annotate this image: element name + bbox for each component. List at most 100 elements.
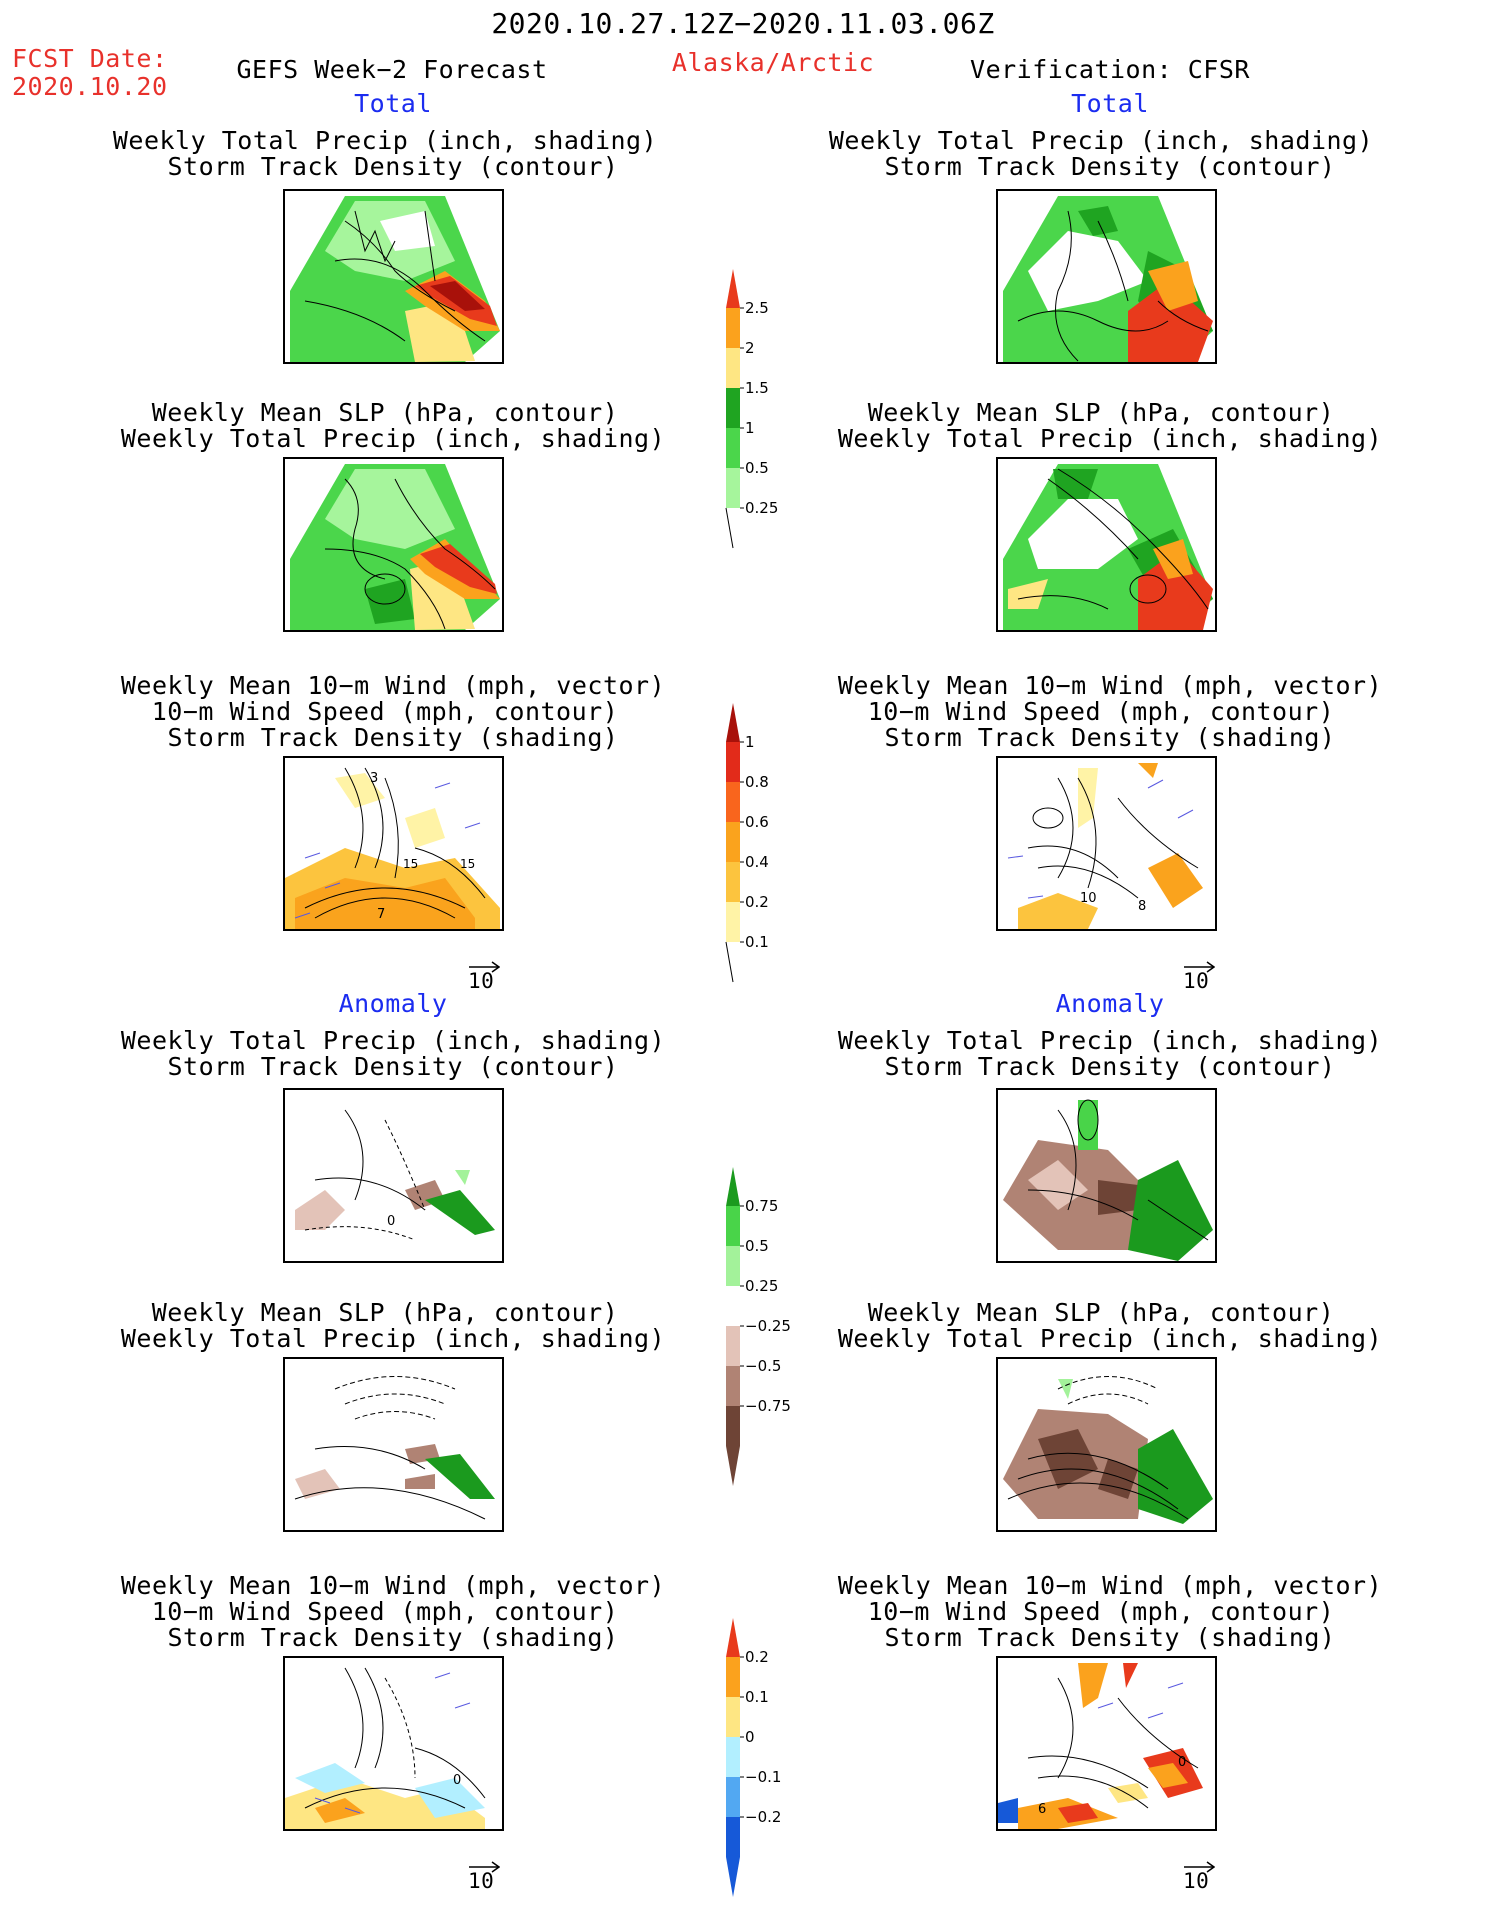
colorbar-label: 0.6 bbox=[745, 813, 769, 831]
map-verification-anomaly-slp-precip bbox=[996, 1357, 1217, 1532]
title-l5-line2: Weekly Total Precip (inch, shading) bbox=[120, 1324, 666, 1353]
map-graphic bbox=[294, 1376, 495, 1520]
contour-label: 0 bbox=[1178, 1755, 1186, 1770]
colorbar-segment bbox=[726, 1286, 740, 1326]
region-title: Alaska/Arctic bbox=[671, 48, 875, 77]
title-l1-line2: Storm Track Density (contour) bbox=[167, 152, 619, 181]
colorbar-label: 1 bbox=[745, 733, 755, 751]
contour-label: 0 bbox=[387, 1214, 395, 1229]
title-l6-line3: Storm Track Density (shading) bbox=[167, 1623, 619, 1652]
title-r6-line1: Weekly Mean 10−m Wind (mph, vector) bbox=[837, 1571, 1383, 1600]
title-l6-line1: Weekly Mean 10−m Wind (mph, vector) bbox=[120, 1571, 666, 1600]
colorbar-segment bbox=[726, 1406, 740, 1446]
map-forecast-total-slp-precip bbox=[283, 457, 504, 632]
arrow-right-icon bbox=[1184, 961, 1216, 973]
colorbar-storm-anom: 0.2 0.1 0 −0.1 −0.2 bbox=[724, 1617, 784, 1897]
colorbar-segment bbox=[726, 388, 740, 428]
colorbar-segment bbox=[726, 308, 740, 348]
vector-reference-label: 10 bbox=[468, 1869, 495, 1893]
vector-reference-label: 10 bbox=[468, 969, 495, 993]
section-anomaly-left: Anomaly bbox=[338, 989, 448, 1018]
colorbar-segment bbox=[726, 782, 740, 822]
title-r1-line2: Storm Track Density (contour) bbox=[884, 152, 1336, 181]
model-title: GEFS Week−2 Forecast bbox=[236, 55, 548, 84]
contour-label: 10 bbox=[1080, 891, 1097, 906]
colorbar-segment bbox=[726, 1657, 740, 1697]
colorbar-label: 1 bbox=[745, 419, 755, 437]
title-r3-line2: 10−m Wind Speed (mph, contour) bbox=[867, 697, 1335, 726]
map-forecast-total-precip-storm bbox=[283, 189, 504, 364]
colorbar-label: 1.5 bbox=[745, 379, 769, 397]
title-l4-line1: Weekly Total Precip (inch, shading) bbox=[120, 1026, 666, 1055]
title-r4-line2: Storm Track Density (contour) bbox=[884, 1052, 1336, 1081]
map-graphic: 0 bbox=[295, 1109, 495, 1241]
colorbar-segment bbox=[726, 822, 740, 862]
title-r4-line1: Weekly Total Precip (inch, shading) bbox=[837, 1026, 1383, 1055]
colorbar-label: 0.5 bbox=[745, 1237, 769, 1255]
map-graphic: 0 bbox=[285, 1667, 486, 1829]
contour-label: 8 bbox=[1138, 899, 1146, 914]
colorbar-precip-total: 2.5 2 1.5 1 0.5 0.25 bbox=[724, 268, 784, 558]
contour-label: 7 bbox=[377, 907, 385, 922]
map-graphic bbox=[1003, 1376, 1213, 1524]
colorbar-label: −0.75 bbox=[745, 1397, 791, 1415]
contour-label: 15 bbox=[403, 857, 418, 871]
colorbar-segment bbox=[726, 1206, 740, 1246]
colorbar-label: −0.2 bbox=[745, 1808, 782, 1826]
date-range-title: 2020.10.27.12Z−2020.11.03.06Z bbox=[491, 7, 995, 40]
map-forecast-anomaly-wind-storm: 0 bbox=[283, 1656, 504, 1831]
title-l3-line2: 10−m Wind Speed (mph, contour) bbox=[151, 697, 619, 726]
map-graphic bbox=[290, 464, 500, 630]
colorbar-storm-total: 1 0.8 0.6 0.4 0.2 0.1 bbox=[724, 702, 784, 992]
colorbar-top-triangle bbox=[726, 1618, 740, 1657]
colorbar-label: 0.75 bbox=[745, 1197, 779, 1215]
title-l5-line1: Weekly Mean SLP (hPa, contour) bbox=[151, 1298, 619, 1327]
colorbar-segment bbox=[726, 902, 740, 942]
colorbar-label: 0.2 bbox=[745, 893, 769, 911]
title-r3-line3: Storm Track Density (shading) bbox=[884, 723, 1336, 752]
colorbar-segment bbox=[726, 1366, 740, 1406]
map-graphic bbox=[290, 196, 500, 362]
map-verification-total-precip-storm bbox=[996, 189, 1217, 364]
fcst-date-value: 2020.10.20 bbox=[12, 72, 168, 101]
verification-title: Verification: CFSR bbox=[970, 55, 1250, 84]
vector-reference-label: 10 bbox=[1183, 969, 1210, 993]
map-graphic bbox=[1003, 464, 1213, 630]
colorbar-top-triangle bbox=[726, 703, 740, 742]
colorbar-segment bbox=[726, 428, 740, 468]
colorbar-top-triangle bbox=[726, 1167, 740, 1206]
map-verification-anomaly-precip-storm bbox=[996, 1088, 1217, 1263]
map-verification-anomaly-wind-storm: 0 6 bbox=[996, 1656, 1217, 1831]
contour-label: 6 bbox=[1038, 1802, 1046, 1817]
title-r1-line1: Weekly Total Precip (inch, shading) bbox=[828, 126, 1374, 155]
title-r5-line1: Weekly Mean SLP (hPa, contour) bbox=[867, 1298, 1335, 1327]
colorbar-segment bbox=[726, 348, 740, 388]
colorbar-segment bbox=[726, 468, 740, 508]
arrow-right-icon bbox=[1184, 1861, 1216, 1873]
contour-label: 3 bbox=[370, 771, 378, 786]
map-forecast-anomaly-precip-storm: 0 bbox=[283, 1088, 504, 1263]
map-graphic: 0 6 bbox=[998, 1663, 1203, 1829]
colorbar-graphic bbox=[726, 1618, 744, 1897]
map-graphic: 10 8 bbox=[1007, 763, 1203, 929]
colorbar-segment bbox=[726, 1817, 740, 1857]
colorbar-label: 0.25 bbox=[745, 499, 779, 517]
colorbar-segment bbox=[726, 1737, 740, 1777]
colorbar-label: 0.1 bbox=[745, 933, 769, 951]
vector-reference-r-total: 10 bbox=[1183, 958, 1216, 993]
vector-reference-label: 10 bbox=[1183, 1869, 1210, 1893]
section-total-right: Total bbox=[1071, 89, 1149, 118]
title-l1-line1: Weekly Total Precip (inch, shading) bbox=[112, 126, 658, 155]
arrow-right-icon bbox=[469, 1861, 501, 1873]
map-verification-total-wind-storm: 10 8 bbox=[996, 756, 1217, 931]
title-l3-line3: Storm Track Density (shading) bbox=[167, 723, 619, 752]
colorbar-segment bbox=[726, 1326, 740, 1366]
contour-label: 0 bbox=[453, 1773, 461, 1788]
colorbar-label: −0.5 bbox=[745, 1357, 782, 1375]
colorbar-label: −0.25 bbox=[745, 1317, 791, 1335]
colorbar-graphic bbox=[725, 269, 744, 549]
title-l6-line2: 10−m Wind Speed (mph, contour) bbox=[151, 1597, 619, 1626]
colorbar-label: 0.8 bbox=[745, 773, 769, 791]
title-l4-line2: Storm Track Density (contour) bbox=[167, 1052, 619, 1081]
colorbar-graphic bbox=[725, 703, 744, 983]
